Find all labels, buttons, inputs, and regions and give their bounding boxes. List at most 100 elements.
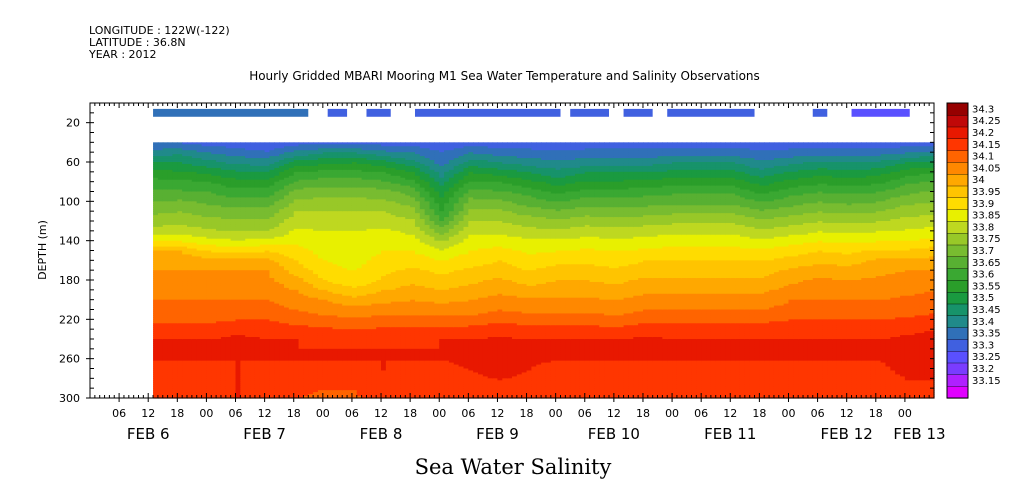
contour-cell — [177, 215, 183, 218]
contour-cell — [216, 384, 222, 387]
contour-cell — [211, 152, 217, 155]
contour-cell — [167, 256, 174, 259]
contour-cell — [206, 181, 212, 185]
contour-cell — [182, 270, 188, 273]
contour-cell — [162, 228, 169, 232]
contour-cell — [153, 179, 159, 183]
contour-cell — [196, 193, 203, 197]
contour-cell — [235, 252, 241, 256]
contour-cell — [172, 352, 178, 356]
contour-cell — [216, 228, 222, 232]
contour-cell — [167, 305, 174, 309]
contour-cell — [162, 173, 169, 177]
contour-cell — [196, 238, 203, 242]
contour-cell — [196, 348, 203, 352]
contour-cell — [240, 256, 246, 259]
contour-cell — [177, 374, 183, 377]
contour-cell — [206, 350, 212, 354]
contour-cell — [240, 142, 246, 145]
contour-cell — [162, 195, 169, 198]
contour-cell — [157, 238, 164, 242]
contour-cell — [177, 222, 183, 226]
contour-cell — [157, 199, 164, 202]
contour-cell — [216, 386, 222, 389]
contour-cell — [220, 191, 227, 195]
contour-cell — [230, 346, 237, 350]
contour-cell — [250, 242, 256, 246]
contour-cell — [172, 150, 178, 153]
contour-cell — [230, 244, 237, 248]
contour-cell — [167, 301, 174, 305]
contour-cell — [225, 173, 232, 177]
contour-cell — [211, 236, 217, 240]
contour-cell — [201, 148, 208, 151]
contour-cell — [187, 274, 193, 277]
contour-cell — [254, 311, 261, 315]
contour-cell — [206, 258, 212, 261]
contour-cell — [230, 315, 237, 318]
contour-cell — [216, 175, 222, 179]
contour-cell — [196, 274, 203, 277]
contour-cell — [177, 240, 183, 244]
contour-cell — [196, 185, 203, 189]
contour-cell — [211, 142, 217, 145]
contour-cell — [230, 183, 237, 187]
contour-cell — [245, 354, 251, 358]
contour-cell — [157, 236, 164, 240]
contour-cell — [254, 187, 261, 191]
contour-cell — [167, 185, 174, 189]
contour-cell — [167, 205, 174, 208]
contour-cell — [206, 344, 212, 348]
contour-cell — [201, 358, 208, 362]
contour-cell — [245, 305, 251, 309]
contour-cell — [153, 301, 159, 305]
contour-cell — [157, 173, 164, 177]
contour-cell — [240, 384, 246, 387]
contour-cell — [225, 291, 232, 295]
contour-cell — [162, 219, 169, 222]
contour-cell — [201, 201, 208, 204]
contour-cell — [157, 358, 164, 362]
contour-cell — [250, 346, 256, 350]
contour-cell — [240, 260, 246, 263]
contour-cell — [245, 246, 251, 250]
contour-cell — [196, 181, 203, 185]
contour-cell — [235, 221, 241, 224]
contour-cell — [162, 160, 169, 163]
contour-cell — [206, 394, 212, 397]
contour-cell — [196, 333, 203, 336]
contour-cell — [230, 370, 237, 374]
contour-cell — [240, 222, 246, 226]
contour-cell — [162, 146, 169, 149]
contour-cell — [254, 177, 261, 181]
contour-cell — [211, 165, 217, 169]
contour-cell — [211, 258, 217, 261]
contour-cell — [196, 213, 203, 216]
contour-cell — [187, 207, 193, 210]
contour-cell — [250, 211, 256, 214]
contour-cell — [182, 370, 188, 374]
contour-cell — [182, 346, 188, 350]
contour-cell — [177, 160, 183, 163]
contour-cell — [167, 160, 174, 163]
contour-cell — [187, 313, 193, 316]
contour-cell — [191, 224, 198, 228]
contour-cell — [245, 386, 251, 389]
contour-cell — [172, 224, 178, 228]
contour-cell — [172, 376, 178, 379]
contour-cell — [191, 313, 198, 316]
contour-cell — [250, 203, 256, 206]
contour-cell — [245, 217, 251, 220]
contour-cell — [254, 258, 261, 261]
contour-cell — [245, 307, 251, 311]
contour-cell — [240, 232, 246, 236]
contour-cell — [201, 270, 208, 273]
contour-cell — [254, 173, 261, 177]
contour-cell — [191, 222, 198, 226]
contour-cell — [177, 274, 183, 277]
contour-cell — [245, 362, 251, 366]
contour-cell — [245, 301, 251, 305]
contour-cell — [153, 203, 159, 206]
contour-cell — [167, 248, 174, 252]
contour-cell — [220, 221, 227, 224]
